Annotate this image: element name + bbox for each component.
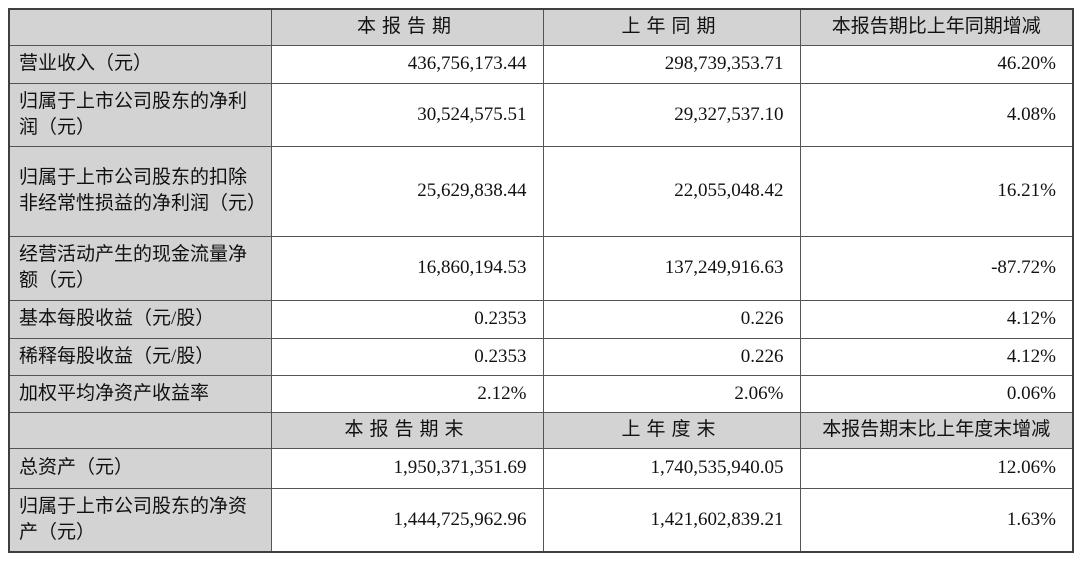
header-period-change: 本报告期比上年同期增减 bbox=[799, 8, 1074, 46]
value-current: 25,629,838.44 bbox=[270, 145, 544, 237]
value-prior: 137,249,916.63 bbox=[542, 235, 801, 301]
table-row-net-assets: 归属于上市公司股东的净资产（元） 1,444,725,962.96 1,421,… bbox=[8, 487, 1074, 553]
header-prior-year-end: 上年度末 bbox=[542, 411, 801, 449]
metric-label: 加权平均净资产收益率 bbox=[8, 374, 272, 413]
financial-summary-table: 本报告期 上年同期 本报告期比上年同期增减 营业收入（元） 436,756,17… bbox=[8, 8, 1074, 553]
section1-corner-cell bbox=[8, 8, 272, 46]
section1-header-row: 本报告期 上年同期 本报告期比上年同期增减 bbox=[8, 8, 1074, 46]
section2-header-row: 本报告期末 上年度末 本报告期末比上年度末增减 bbox=[8, 411, 1074, 449]
table-row-revenue: 营业收入（元） 436,756,173.44 298,739,353.71 46… bbox=[8, 44, 1074, 84]
header-current-period-end: 本报告期末 bbox=[270, 411, 544, 449]
table-row-basic-eps: 基本每股收益（元/股） 0.2353 0.226 4.12% bbox=[8, 299, 1074, 339]
table-row-net-profit-excl-nonrecurring: 归属于上市公司股东的扣除非经常性损益的净利润（元） 25,629,838.44 … bbox=[8, 145, 1074, 237]
metric-label: 基本每股收益（元/股） bbox=[8, 299, 272, 339]
table-row-diluted-eps: 稀释每股收益（元/股） 0.2353 0.226 4.12% bbox=[8, 337, 1074, 376]
value-change: 16.21% bbox=[799, 145, 1074, 237]
value-current: 436,756,173.44 bbox=[270, 44, 544, 84]
metric-label: 稀释每股收益（元/股） bbox=[8, 337, 272, 376]
metric-label: 归属于上市公司股东的扣除非经常性损益的净利润（元） bbox=[8, 145, 272, 237]
header-current-period: 本报告期 bbox=[270, 8, 544, 46]
value-change: -87.72% bbox=[799, 235, 1074, 301]
value-change: 0.06% bbox=[799, 374, 1074, 413]
value-prior: 1,421,602,839.21 bbox=[542, 487, 801, 553]
value-current: 16,860,194.53 bbox=[270, 235, 544, 301]
value-prior: 29,327,537.10 bbox=[542, 82, 801, 147]
value-prior: 2.06% bbox=[542, 374, 801, 413]
value-current: 1,950,371,351.69 bbox=[270, 447, 544, 489]
table-row-net-profit: 归属于上市公司股东的净利润（元） 30,524,575.51 29,327,53… bbox=[8, 82, 1074, 147]
metric-label: 总资产（元） bbox=[8, 447, 272, 489]
value-change: 12.06% bbox=[799, 447, 1074, 489]
value-current: 1,444,725,962.96 bbox=[270, 487, 544, 553]
metric-label: 归属于上市公司股东的净利润（元） bbox=[8, 82, 272, 147]
value-current: 0.2353 bbox=[270, 337, 544, 376]
table-row-operating-cash-flow: 经营活动产生的现金流量净额（元） 16,860,194.53 137,249,9… bbox=[8, 235, 1074, 301]
table-row-total-assets: 总资产（元） 1,950,371,351.69 1,740,535,940.05… bbox=[8, 447, 1074, 489]
value-change: 46.20% bbox=[799, 44, 1074, 84]
header-prior-period: 上年同期 bbox=[542, 8, 801, 46]
value-current: 30,524,575.51 bbox=[270, 82, 544, 147]
value-change: 4.12% bbox=[799, 299, 1074, 339]
metric-label: 归属于上市公司股东的净资产（元） bbox=[8, 487, 272, 553]
value-prior: 0.226 bbox=[542, 299, 801, 339]
metric-label: 营业收入（元） bbox=[8, 44, 272, 84]
value-change: 4.08% bbox=[799, 82, 1074, 147]
value-prior: 22,055,048.42 bbox=[542, 145, 801, 237]
section2-corner-cell bbox=[8, 411, 272, 449]
metric-label: 经营活动产生的现金流量净额（元） bbox=[8, 235, 272, 301]
value-change: 1.63% bbox=[799, 487, 1074, 553]
value-current: 0.2353 bbox=[270, 299, 544, 339]
value-current: 2.12% bbox=[270, 374, 544, 413]
value-change: 4.12% bbox=[799, 337, 1074, 376]
header-period-end-change: 本报告期末比上年度末增减 bbox=[799, 411, 1074, 449]
table-row-weighted-avg-roe: 加权平均净资产收益率 2.12% 2.06% 0.06% bbox=[8, 374, 1074, 413]
value-prior: 0.226 bbox=[542, 337, 801, 376]
value-prior: 1,740,535,940.05 bbox=[542, 447, 801, 489]
value-prior: 298,739,353.71 bbox=[542, 44, 801, 84]
